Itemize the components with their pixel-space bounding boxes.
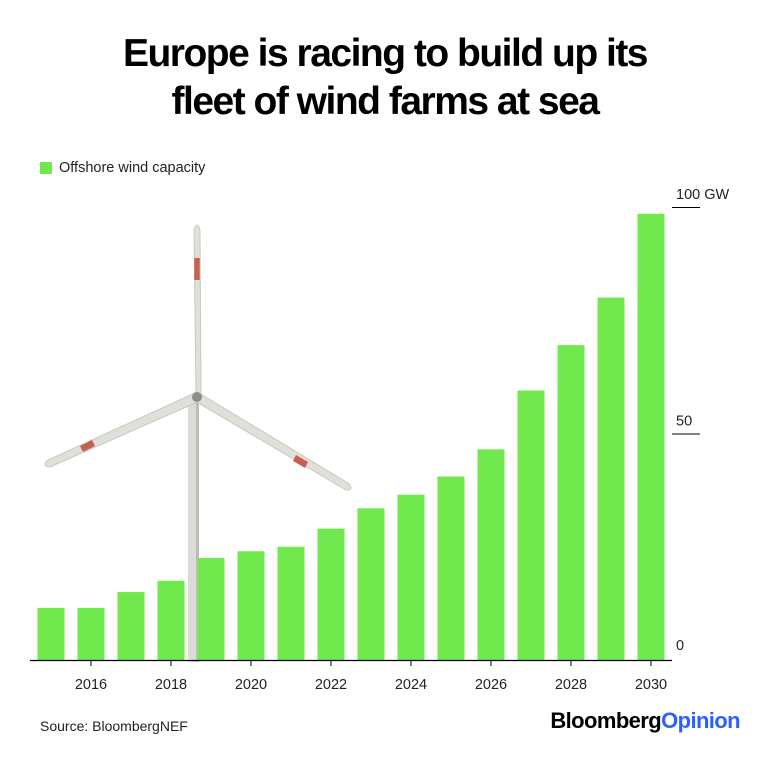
bar-2015 xyxy=(37,607,65,660)
x-tick-label-2028: 2028 xyxy=(555,677,587,693)
bar-2021 xyxy=(277,546,305,660)
bar-2030 xyxy=(637,213,665,661)
bar-2022 xyxy=(317,528,345,660)
legend-swatch xyxy=(40,162,52,174)
x-tick-label-2026: 2026 xyxy=(475,677,507,693)
y-tick-label-0: 0 xyxy=(676,638,684,654)
x-tick-label-2022: 2022 xyxy=(315,677,347,693)
y-tick-label-50: 50 xyxy=(676,414,692,430)
x-tick-label-2018: 2018 xyxy=(155,677,187,693)
bar-2017 xyxy=(117,592,145,660)
x-tick-label-2024: 2024 xyxy=(395,677,427,693)
wind-turbine-illustration xyxy=(44,224,352,662)
bar-2020 xyxy=(237,551,265,660)
turbine-blade-left xyxy=(44,392,201,468)
turbine-blade-up xyxy=(193,224,202,396)
bar-2027 xyxy=(517,390,545,660)
chart-title-line-1: Europe is racing to build up its xyxy=(122,32,649,75)
brand-logo-part-1: Bloomberg xyxy=(550,708,662,733)
turbine-tower xyxy=(188,395,199,662)
bar-2028 xyxy=(557,345,585,660)
brand-logo: BloombergOpinion xyxy=(550,708,740,734)
bar-2026 xyxy=(477,449,505,660)
bar-2019 xyxy=(197,558,225,660)
bar-2024 xyxy=(397,494,425,660)
brand-logo-part-2: Opinion xyxy=(661,708,741,733)
turbine-hub xyxy=(192,392,202,402)
chart-title: Europe is racing to build up its fleet o… xyxy=(0,30,770,126)
legend: Offshore wind capacity xyxy=(40,160,205,176)
bar-2018 xyxy=(157,580,185,660)
y-axis: 0 50 100 GW xyxy=(672,187,729,654)
legend-label: Offshore wind capacity xyxy=(59,160,206,176)
turbine-blade-right xyxy=(194,392,352,491)
bar-2016 xyxy=(77,607,105,660)
x-axis: 2016 2018 2020 2022 2024 2026 2028 2030 xyxy=(30,659,672,693)
x-tick-label-2030: 2030 xyxy=(635,677,667,693)
y-tick-label-100: 100 GW xyxy=(676,187,729,203)
chart-title-line-2: fleet of wind farms at sea xyxy=(171,80,600,123)
x-tick-label-2020: 2020 xyxy=(235,677,267,693)
bar-2029 xyxy=(597,297,625,660)
bar-2025 xyxy=(437,476,465,660)
bars-layer xyxy=(37,213,665,661)
bar-2023 xyxy=(357,508,385,660)
source-note: Source: BloombergNEF xyxy=(40,718,188,734)
x-tick-label-2016: 2016 xyxy=(75,677,107,693)
